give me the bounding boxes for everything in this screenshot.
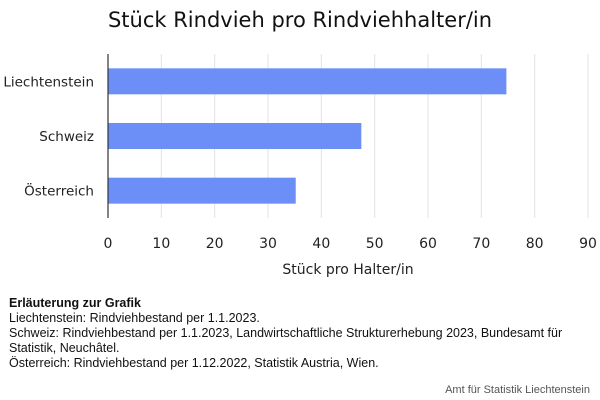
x-tick-label-40: 40 xyxy=(312,236,330,252)
chart-title: Stück Rindvieh pro Rindviehhalter/in xyxy=(107,8,493,32)
x-tick-label-10: 10 xyxy=(152,236,170,252)
x-tick-label-70: 70 xyxy=(472,236,490,252)
bar-1 xyxy=(108,123,362,149)
note-line-liechtenstein: Liechtenstein: Rindviehbestand per 1.1.2… xyxy=(9,311,260,325)
bar-0 xyxy=(108,68,507,95)
category-label-2: Österreich xyxy=(24,182,94,200)
notes-heading: Erläuterung zur Grafik xyxy=(9,296,141,310)
x-tick-label-60: 60 xyxy=(419,236,437,252)
x-tick-label-0: 0 xyxy=(104,236,113,252)
category-label-0: Liechtenstein xyxy=(3,74,94,90)
category-label-1: Schweiz xyxy=(39,129,94,145)
chart-notes: Erläuterung zur Grafik Liechtenstein: Ri… xyxy=(9,296,594,371)
x-tick-label-50: 50 xyxy=(366,236,384,252)
x-axis-title: Stück pro Halter/in xyxy=(282,262,413,278)
source-credit: Amt für Statistik Liechtenstein xyxy=(445,384,590,396)
x-tick-label-80: 80 xyxy=(526,236,544,252)
note-line-oesterreich: Österreich: Rindviehbestand per 1.12.202… xyxy=(9,356,379,370)
note-line-schweiz: Schweiz: Rindviehbestand per 1.1.2023, L… xyxy=(9,326,563,355)
bar-chart: 0 10 20 30 40 50 60 70 80 90 Liechtenstein Schweiz Ö… xyxy=(3,54,597,278)
x-tick-label-20: 20 xyxy=(206,236,224,252)
bar-2 xyxy=(108,177,296,204)
x-tick-label-90: 90 xyxy=(579,236,597,252)
x-tick-label-30: 30 xyxy=(259,236,277,252)
